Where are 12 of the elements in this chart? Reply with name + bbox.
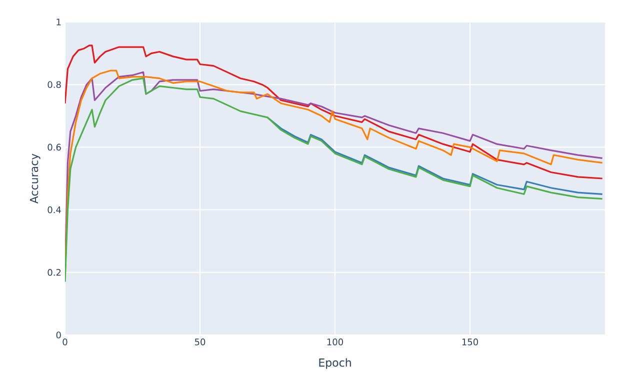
- x-tick-label: 50: [194, 338, 206, 346]
- y-tick-label: 0.2: [48, 268, 61, 276]
- x-tick-label: 100: [327, 338, 343, 346]
- y-tick-label: 1: [56, 18, 61, 26]
- y-tick-label: 0.4: [48, 206, 61, 214]
- x-tick-label: 150: [462, 338, 478, 346]
- y-tick-label: 0.8: [48, 81, 61, 88]
- y-tick-label: 0: [56, 332, 61, 338]
- x-tick-label: 0: [62, 338, 68, 346]
- y-axis-title: Accuracy: [30, 154, 40, 204]
- y-tick-label: 0.6: [48, 144, 61, 151]
- x-axis-title: Epoch: [319, 358, 351, 369]
